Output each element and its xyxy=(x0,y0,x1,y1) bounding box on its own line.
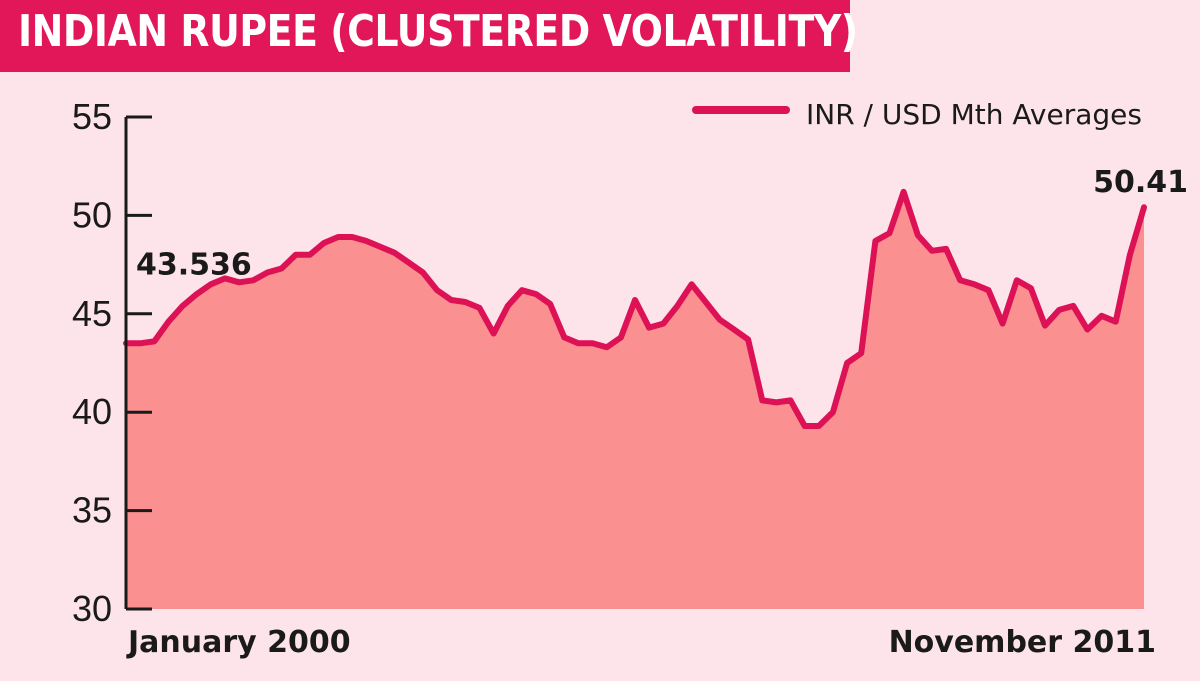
legend-label: INR / USD Mth Averages xyxy=(806,98,1142,131)
annotation-start-value: 43.536 xyxy=(136,248,252,283)
y-tick-label: 50 xyxy=(72,194,112,235)
x-start-label: January 2000 xyxy=(126,625,351,660)
series-line xyxy=(123,188,1147,429)
y-tick-label: 35 xyxy=(72,490,112,531)
annotation-end-value: 50.41 xyxy=(1093,165,1188,200)
chart-title: INDIAN RUPEE (CLUSTERED VOLATILITY) xyxy=(18,6,858,57)
y-tick-label: 45 xyxy=(72,293,112,334)
x-end-label: November 2011 xyxy=(889,625,1156,660)
y-tick-label: 30 xyxy=(72,588,112,629)
series-area xyxy=(126,191,1144,610)
title-bar: INDIAN RUPEE (CLUSTERED VOLATILITY) xyxy=(0,0,858,72)
y-tick-label: 55 xyxy=(72,96,112,137)
y-tick-label: 40 xyxy=(72,391,112,432)
